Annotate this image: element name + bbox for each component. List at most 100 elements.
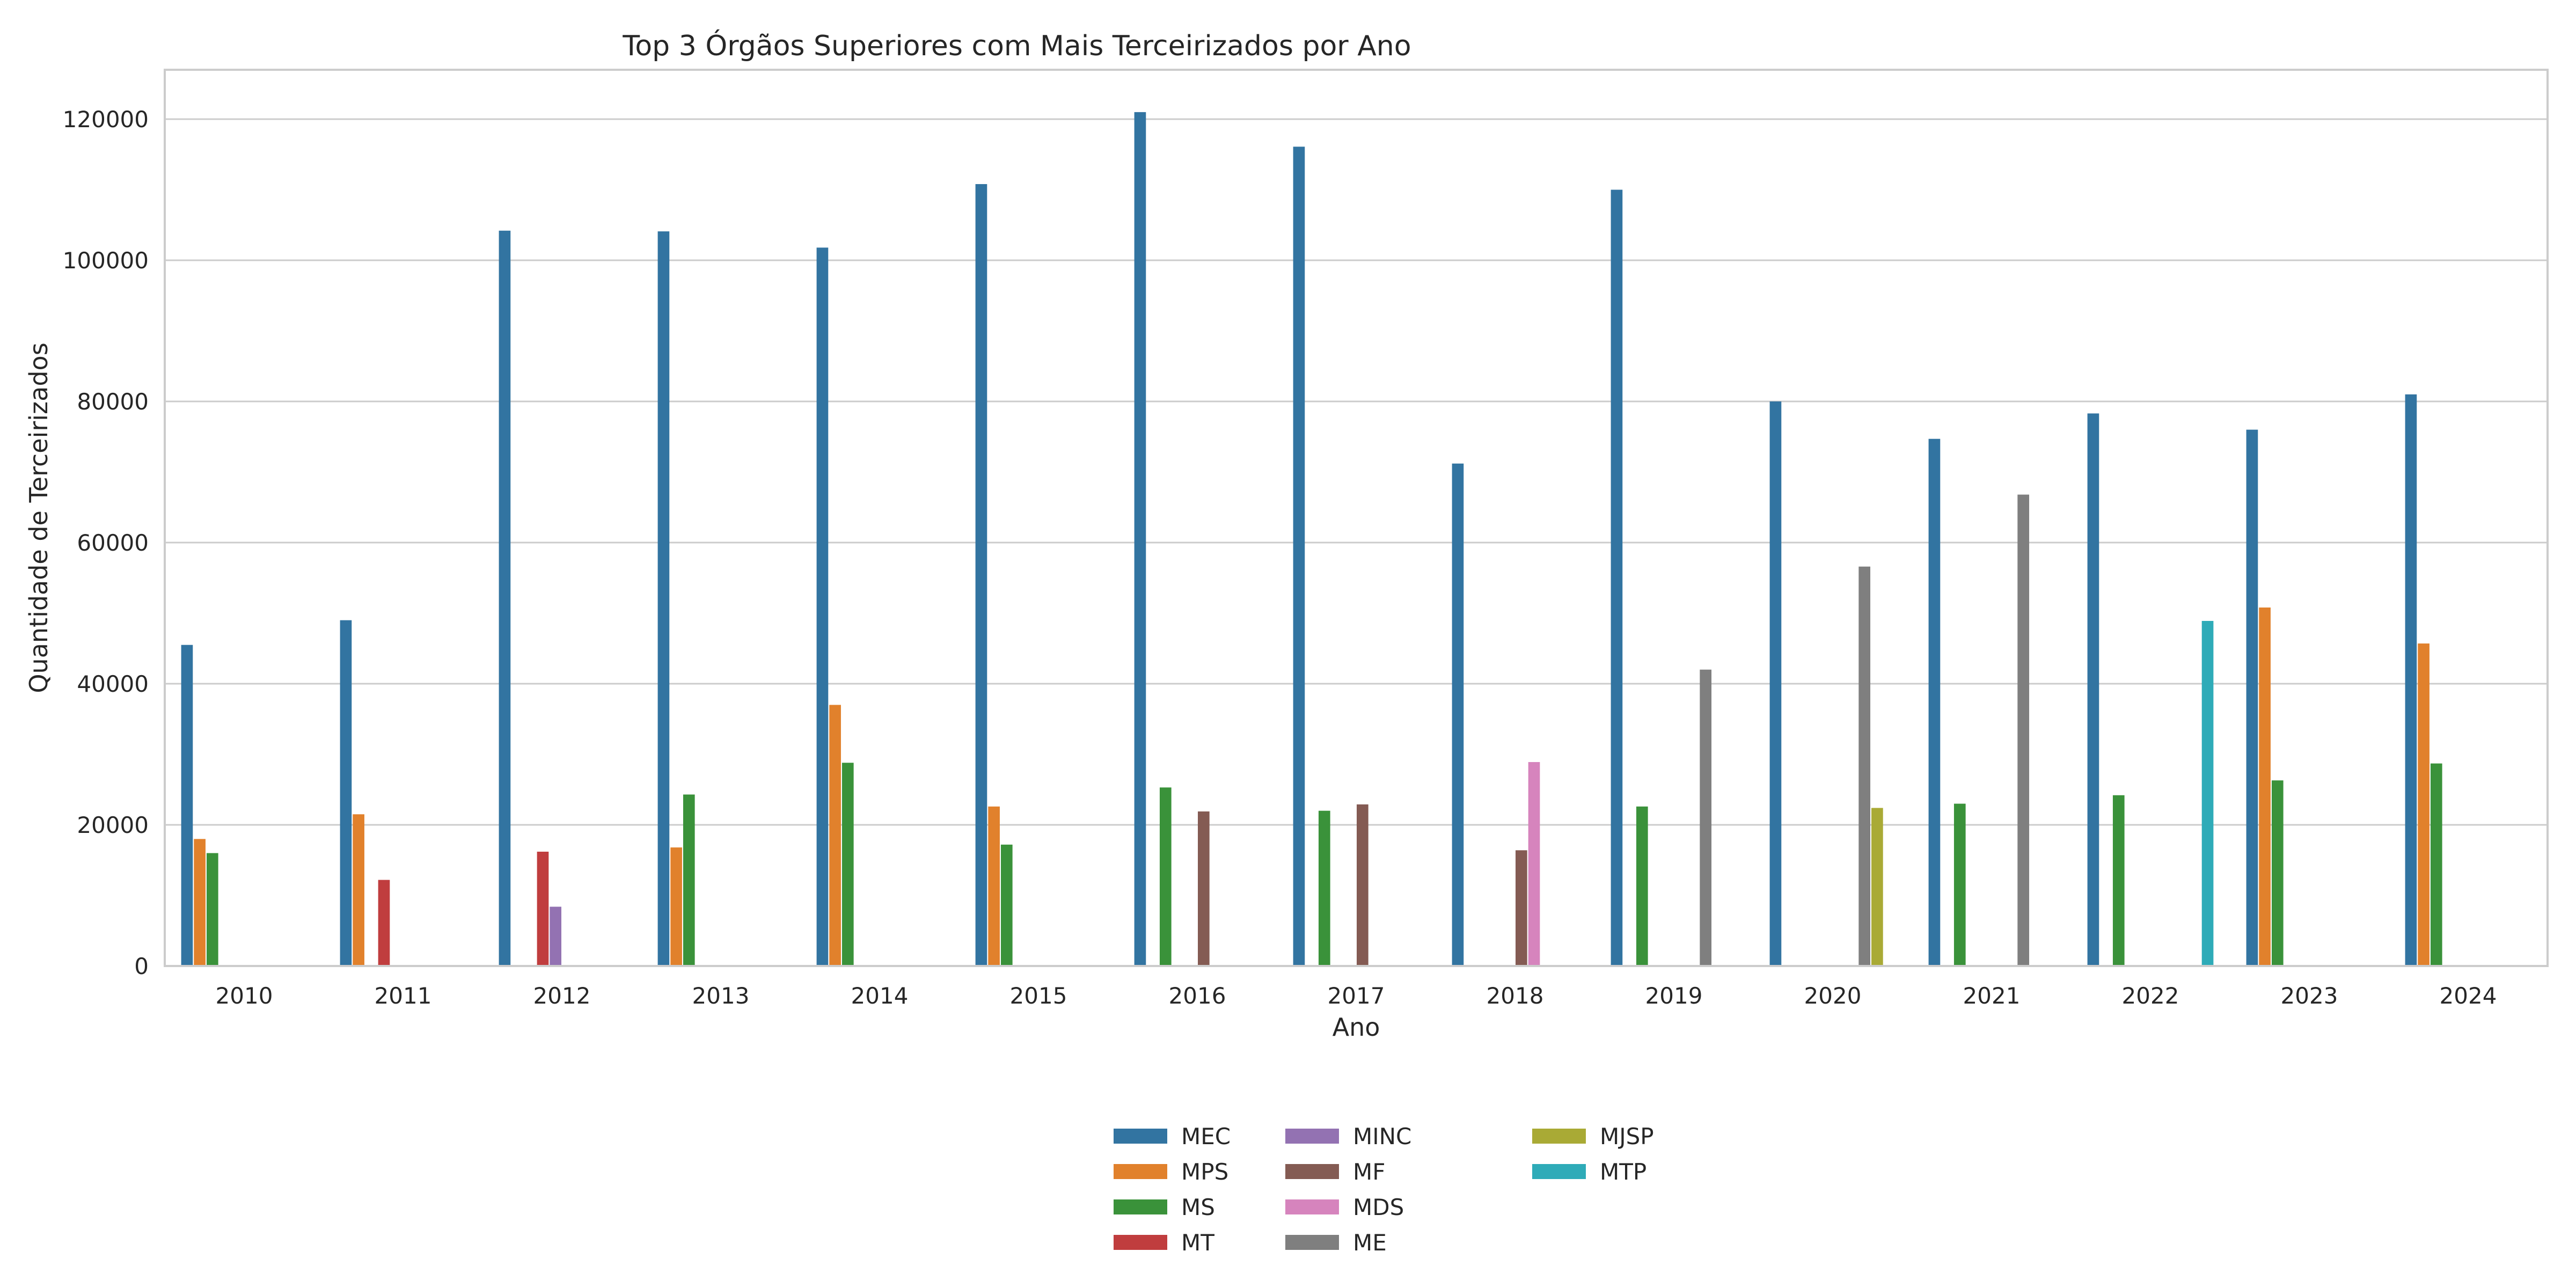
legend-swatch	[1285, 1235, 1339, 1250]
x-tick-label: 2020	[1804, 983, 1862, 1009]
bar-ms-2024	[2430, 763, 2442, 966]
legend-item-mt: MT	[1114, 1230, 1214, 1256]
bar-mps-2015	[988, 806, 1000, 966]
legend-item-mps: MPS	[1114, 1159, 1228, 1185]
bar-mec-2011	[340, 620, 352, 966]
legend-item-mds: MDS	[1285, 1194, 1404, 1220]
legend-label: MS	[1181, 1194, 1215, 1220]
y-tick-label: 0	[134, 953, 149, 979]
bar-mec-2014	[816, 247, 829, 966]
bar-ms-2022	[2112, 795, 2125, 966]
bar-mec-2022	[2087, 413, 2099, 967]
bar-ms-2016	[1159, 787, 1172, 966]
legend-swatch	[1285, 1129, 1339, 1144]
legend-item-minc: MINC	[1285, 1123, 1411, 1150]
bar-mps-2024	[2418, 643, 2429, 966]
bar-mec-2010	[181, 645, 193, 966]
bar-mf-2017	[1357, 804, 1368, 966]
legend-label: MJSP	[1600, 1123, 1654, 1150]
plot-frame	[164, 69, 2549, 967]
bar-mt-2012	[537, 851, 549, 966]
y-axis-ticks: 0 20000 40000 60000 80000 100000 120000	[63, 106, 149, 979]
x-tick-label: 2014	[851, 983, 909, 1009]
bar-mps-2023	[2259, 608, 2271, 966]
x-tick-label: 2012	[533, 983, 591, 1009]
x-axis-label: Ano	[1333, 1013, 1380, 1042]
bar-me-2021	[2017, 494, 2030, 966]
legend-label: MF	[1353, 1159, 1385, 1185]
x-tick-label: 2011	[375, 983, 432, 1009]
bar-mjsp-2020	[1871, 808, 1883, 966]
y-tick-label: 80000	[77, 389, 149, 415]
bar-mf-2016	[1198, 811, 1210, 966]
y-tick-label: 60000	[77, 530, 149, 556]
bar-mec-2024	[2405, 394, 2417, 967]
legend-swatch	[1114, 1199, 1167, 1214]
legend-label: ME	[1353, 1230, 1387, 1256]
x-tick-label: 2018	[1487, 983, 1544, 1009]
legend-swatch	[1285, 1199, 1339, 1214]
x-tick-label: 2010	[216, 983, 273, 1009]
x-tick-label: 2021	[1963, 983, 2021, 1009]
bar-ms-2015	[1000, 844, 1013, 966]
x-tick-label: 2013	[692, 983, 750, 1009]
bar-ms-2014	[841, 763, 854, 966]
y-tick-label: 20000	[77, 812, 149, 838]
legend-label: MDS	[1353, 1194, 1404, 1220]
bar-ms-2019	[1636, 806, 1648, 966]
bar-me-2020	[1858, 566, 1871, 966]
legend-item-mtp: MTP	[1532, 1159, 1646, 1185]
legend-swatch	[1114, 1129, 1167, 1144]
legend-item-mec: MEC	[1114, 1123, 1231, 1150]
legend-label: MPS	[1181, 1159, 1228, 1185]
bar-mtp-2022	[2201, 620, 2214, 966]
chart-title: Top 3 Órgãos Superiores com Mais Terceir…	[622, 29, 1411, 62]
bar-mps-2014	[829, 705, 841, 966]
y-axis-label: Quantidade de Terceirizados	[24, 342, 53, 693]
x-tick-label: 2015	[1010, 983, 1067, 1009]
bars	[181, 112, 2442, 967]
legend-label: MT	[1181, 1230, 1214, 1256]
bar-mf-2018	[1516, 850, 1527, 966]
y-tick-label: 120000	[63, 106, 149, 133]
bar-mec-2017	[1293, 147, 1305, 967]
bar-ms-2021	[1953, 803, 1966, 966]
bar-me-2019	[1700, 669, 1712, 966]
bar-mec-2013	[657, 231, 670, 966]
x-tick-label: 2019	[1645, 983, 1703, 1009]
legend-label: MINC	[1353, 1123, 1411, 1150]
bar-ms-2010	[206, 853, 218, 966]
gridlines	[165, 118, 2548, 967]
bar-ms-2013	[683, 794, 695, 966]
legend-swatch	[1285, 1164, 1339, 1179]
bar-mec-2016	[1134, 112, 1146, 966]
legend-item-me: ME	[1285, 1230, 1387, 1256]
y-tick-label: 100000	[63, 247, 149, 274]
bar-mps-2010	[194, 839, 206, 966]
bar-mec-2019	[1611, 189, 1623, 966]
legend-swatch	[1114, 1164, 1167, 1179]
bar-mds-2018	[1528, 762, 1540, 966]
bar-ms-2017	[1318, 810, 1330, 966]
bar-mec-2020	[1769, 401, 1782, 966]
bar-mec-2018	[1452, 463, 1464, 966]
bar-mt-2011	[378, 880, 390, 966]
legend: MEC MPS MS MT MINC MF MDS ME MJSP MTP	[1114, 1123, 1654, 1256]
bar-mps-2013	[670, 847, 682, 966]
x-tick-label: 2017	[1328, 983, 1385, 1009]
y-tick-label: 40000	[77, 671, 149, 697]
x-tick-label: 2023	[2281, 983, 2338, 1009]
legend-swatch	[1532, 1164, 1586, 1179]
x-tick-label: 2024	[2440, 983, 2497, 1009]
x-tick-label: 2016	[1169, 983, 1226, 1009]
bar-mec-2021	[1928, 438, 1941, 966]
legend-label: MEC	[1181, 1123, 1231, 1150]
legend-item-ms: MS	[1114, 1194, 1215, 1220]
bar-minc-2012	[550, 906, 561, 966]
bar-mec-2023	[2246, 429, 2258, 966]
legend-item-mjsp: MJSP	[1532, 1123, 1654, 1150]
x-axis-ticks: 2010 2011 2012 2013 2014 2015 2016 2017 2018 2019…	[216, 983, 2497, 1009]
bar-mec-2015	[975, 184, 987, 966]
legend-swatch	[1114, 1235, 1167, 1250]
